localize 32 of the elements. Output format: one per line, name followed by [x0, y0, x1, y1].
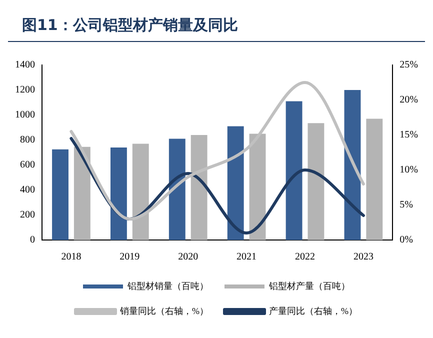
y-tick-label: 0 [30, 234, 35, 246]
y-tick-label: 600 [20, 160, 35, 171]
y2-tick-label: 15% [400, 130, 418, 141]
chart-title: 图11：公司铝型材产销量及同比 [8, 8, 425, 42]
legend-label: 铝型材产量（百吨） [268, 280, 350, 291]
x-tick-label: 2018 [61, 252, 82, 263]
y2-tick-label: 20% [400, 94, 418, 106]
legend-label: 销量同比（右轴，%） [119, 306, 209, 316]
y-tick-label: 1400 [15, 60, 35, 71]
y2-tick-label: 25% [400, 60, 418, 71]
bar [344, 90, 361, 240]
bar [308, 123, 324, 240]
y-tick-label: 200 [20, 210, 35, 221]
y2-tick-label: 10% [400, 164, 418, 176]
bar [227, 126, 244, 240]
x-tick-label: 2022 [295, 252, 315, 263]
y2-tick-label: 5% [400, 200, 414, 211]
y-tick-label: 400 [20, 184, 35, 196]
bar [110, 148, 127, 240]
y2-tick-label: 0% [400, 234, 414, 246]
legend-label: 产量同比（右轴，%） [269, 306, 358, 316]
x-tick-label: 2020 [178, 252, 198, 263]
x-tick-label: 2021 [236, 252, 257, 263]
bar [168, 138, 186, 240]
y-tick-label: 800 [20, 134, 35, 146]
bar [286, 101, 302, 240]
y-tick-label: 1000 [15, 110, 35, 121]
bar [52, 149, 68, 240]
x-tick-label: 2019 [120, 252, 140, 263]
legend-label: 铝型材销量（百吨） [126, 280, 208, 291]
x-tick-label: 2023 [353, 252, 374, 263]
y-tick-label: 1200 [15, 84, 35, 96]
